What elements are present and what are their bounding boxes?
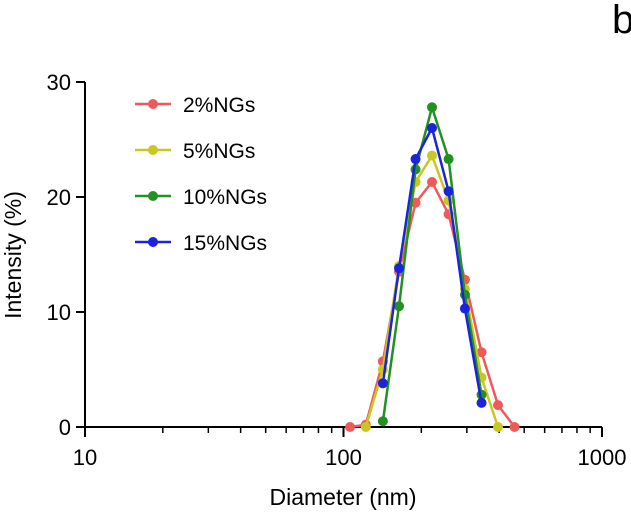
y-tick-label: 20 [47,185,71,210]
legend: 2%NGs 5%NGs 10%NGs 15%NGs [135,94,267,255]
data-point [443,154,454,165]
x-tick-label: 1000 [578,445,627,470]
y-tick-label: 30 [47,70,71,95]
series-2%NGs [345,177,520,432]
data-point [459,303,470,314]
axes [84,82,602,428]
data-point [427,177,438,188]
data-point [443,186,454,197]
data-point [360,422,371,432]
data-point [394,263,405,274]
legend-label: 2%NGs [183,94,255,117]
data-point [345,422,356,432]
data-point [394,301,405,312]
data-point [377,416,388,427]
legend-marker [148,191,158,201]
data-point [410,154,421,165]
data-point [493,400,504,411]
legend-marker [148,99,158,109]
data-point [427,150,438,161]
data-point [427,123,438,133]
legend-label: 10%NGs [183,186,267,209]
legend-item: 2%NGs [135,94,255,117]
legend-label: 5%NGs [183,140,255,163]
legend-item: 10%NGs [135,186,267,209]
data-point [427,102,438,113]
series-line [349,180,516,429]
legend-label: 15%NGs [183,232,267,255]
y-axis-title: Intensity (%) [0,191,26,319]
x-tick-label: 100 [325,445,362,470]
x-tick-label: 10 [73,445,97,470]
y-tick-label: 0 [59,415,71,440]
data-point [377,378,388,389]
y-tick-label: 10 [47,300,71,325]
series-layer [345,102,520,432]
data-point [493,422,504,432]
panel-letter: b [612,0,631,42]
legend-marker [148,237,158,247]
data-point [509,422,520,432]
legend-marker [148,145,158,155]
data-point [476,397,487,408]
series-15%NGs [377,123,487,408]
legend-item: 5%NGs [135,140,255,163]
legend-item: 15%NGs [135,232,267,255]
x-axis-title: Diameter (nm) [270,484,417,510]
data-point [476,347,487,358]
